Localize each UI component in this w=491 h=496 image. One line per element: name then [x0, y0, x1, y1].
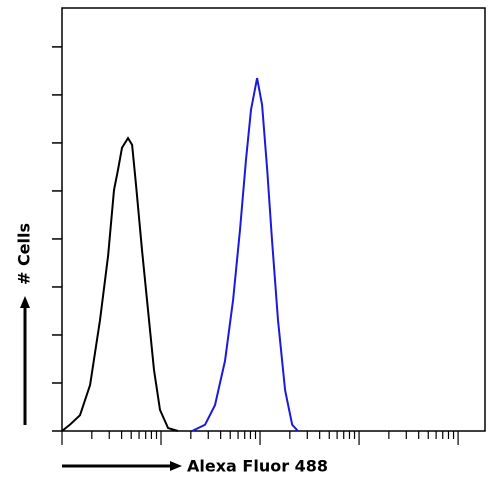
histogram-line — [191, 77, 299, 432]
y-arrowhead — [20, 296, 30, 308]
y-axis-label: # Cells — [15, 223, 34, 285]
histogram-line — [61, 136, 179, 432]
x-axis-label: Alexa Fluor 488 — [187, 457, 328, 476]
x-arrowhead — [170, 461, 182, 471]
plot-frame — [61, 7, 486, 432]
